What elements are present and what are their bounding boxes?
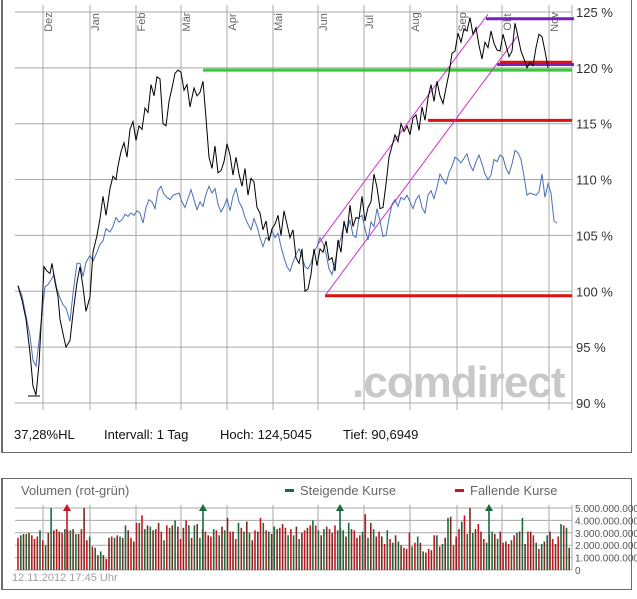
- y-axis-label: 100 %: [576, 284, 613, 299]
- benchmark-line: [17, 149, 558, 368]
- y-axis-label: 120 %: [576, 61, 613, 76]
- legend-falling: Fallende Kurse: [455, 483, 557, 498]
- trend-channel-line[interactable]: [324, 36, 518, 297]
- y-axis-label: 95 %: [576, 340, 606, 355]
- volume-title: Volumen (rot-grün): [21, 483, 130, 498]
- month-label: Aug: [410, 12, 422, 32]
- y-axis-label: 105 %: [576, 228, 613, 243]
- y-axis-label: 90 %: [576, 396, 606, 411]
- month-label: Dez: [43, 12, 55, 32]
- month-label: Mai: [273, 13, 285, 31]
- month-label: Nov: [549, 12, 561, 32]
- month-label: Jan: [90, 13, 102, 31]
- low-label: Tief: 90,6949: [343, 427, 419, 442]
- price-y-axis-labels: 125 % 120 % 115 % 110 % 105 % 100 % 95 % 90 %: [576, 5, 613, 411]
- legend-falling-label: Fallende Kurse: [470, 483, 558, 498]
- price-chart-panel: [1, 0, 632, 453]
- price-chart[interactable]: Dez Jan Feb Mär Apr Mai Jun Jul Aug Sep Okt Nov .co…: [0, 0, 637, 455]
- month-axis-labels: Dez Jan Feb Mär Apr Mai Jun Jul Aug Sep Okt Nov: [43, 12, 561, 32]
- price-line: [17, 17, 549, 396]
- month-label: Jul: [364, 15, 376, 29]
- month-label: Apr: [227, 13, 239, 30]
- rising-swatch-icon: [285, 489, 294, 493]
- interval-label: Intervall: 1 Tag: [104, 427, 189, 442]
- chart-annotations: [203, 13, 574, 298]
- y-axis-label: 125 %: [576, 5, 613, 20]
- month-label: Feb: [136, 13, 148, 32]
- price-grid: [15, 5, 573, 410]
- range-hl-label: 37,28%HL: [14, 427, 75, 442]
- legend-rising-label: Steigende Kurse: [300, 483, 397, 498]
- y-axis-label: 115 %: [576, 117, 612, 132]
- timestamp: 12.11.2012 17:45 Uhr: [12, 572, 118, 584]
- month-label: Okt: [502, 13, 514, 30]
- y-axis-label: 110 %: [576, 173, 612, 188]
- legend-rising: Steigende Kurse: [285, 483, 396, 498]
- month-label: Sep: [457, 12, 469, 32]
- falling-swatch-icon: [455, 489, 464, 493]
- month-label: Mär: [181, 12, 193, 31]
- comdirect-watermark: .comdirect: [352, 358, 566, 407]
- month-label: Jun: [318, 13, 330, 31]
- high-label: Hoch: 124,5045: [220, 427, 312, 442]
